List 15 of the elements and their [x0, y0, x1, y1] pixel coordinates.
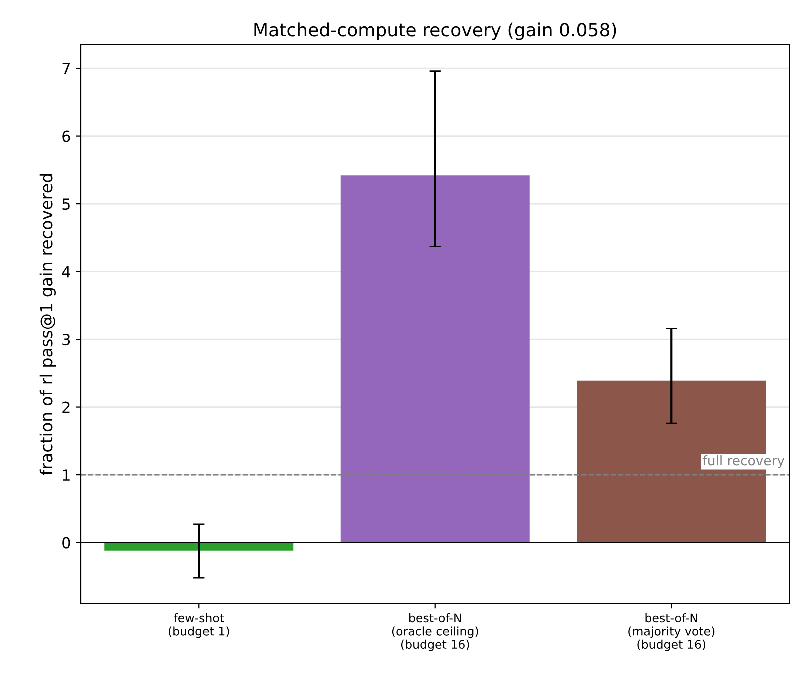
y-tick-label: 0	[62, 537, 70, 549]
y-tick-label: 2	[62, 402, 70, 414]
ref-line-label: full recovery	[703, 455, 785, 468]
y-tick-label: 3	[62, 334, 70, 346]
y-tick-label: 1	[63, 470, 70, 481]
y-axis-title: fraction of rl pass@1 gain recovered	[40, 174, 56, 476]
y-tick-label: 4	[62, 266, 70, 278]
chart-title: Matched-compute recovery (gain 0.058)	[254, 22, 616, 40]
x-tick-label: best-of-N (oracle ceiling) (budget 16)	[392, 613, 478, 652]
y-tick-label: 7	[62, 63, 70, 74]
bar	[340, 176, 530, 543]
x-tick-label: best-of-N (majority vote) (budget 16)	[628, 613, 715, 652]
y-tick-label: 5	[62, 198, 70, 210]
x-tick-label: few-shot (budget 1)	[168, 613, 230, 638]
y-tick-label: 6	[62, 130, 70, 142]
